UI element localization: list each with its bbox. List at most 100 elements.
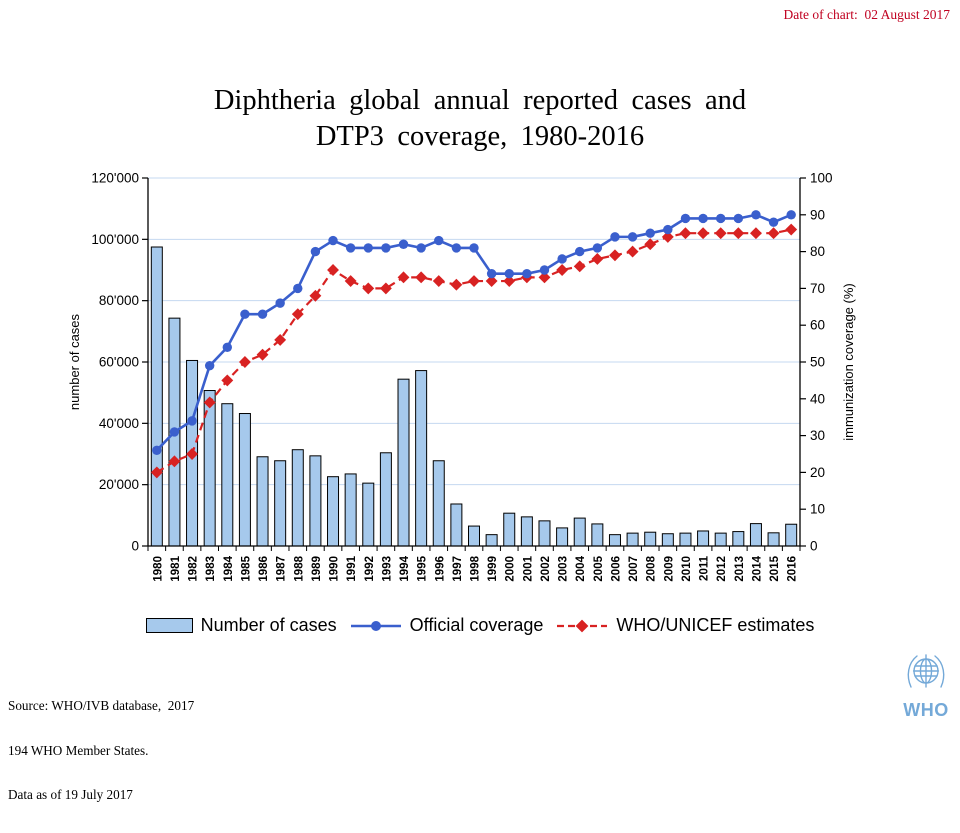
bar-1980 — [150, 246, 163, 547]
official-point-2014 — [751, 210, 761, 220]
bar-1999 — [485, 534, 498, 547]
x-axis-label-1998: 1998 — [470, 555, 482, 581]
bar-2014 — [749, 523, 762, 547]
bar-1985 — [238, 413, 251, 547]
official-point-1999 — [486, 268, 497, 279]
bar-2006 — [608, 534, 621, 547]
estimates-point-2016 — [785, 223, 798, 236]
x-axis-label-2010: 2010 — [681, 556, 693, 582]
bar-1997 — [450, 503, 463, 547]
source-line2: 194 WHO Member States. — [8, 742, 149, 758]
x-axis-label-2007: 2007 — [628, 556, 640, 582]
estimates-point-1985 — [238, 356, 251, 368]
official-point-1983 — [204, 360, 215, 371]
bar-1988 — [291, 449, 304, 547]
x-axis-label-1980: 1980 — [152, 556, 164, 582]
x-axis-label-1985: 1985 — [240, 555, 252, 581]
x-axis-label-2013: 2013 — [734, 556, 746, 582]
estimates-point-2012 — [714, 227, 727, 240]
legend-item-official: Official coverage — [350, 615, 543, 636]
estimates-line — [156, 228, 792, 474]
official-point-1984 — [222, 342, 232, 352]
estimates-point-2004 — [573, 260, 586, 273]
who-logo: WHO — [897, 652, 955, 720]
estimates-point-2014 — [750, 227, 762, 240]
estimates-point-1999 — [485, 275, 498, 287]
official-point-1994 — [398, 239, 409, 249]
source-note: Source: WHO/IVB database, 2017 194 WHO M… — [8, 669, 194, 833]
bar-2005 — [591, 523, 604, 547]
y-axis-left-title: number of cases — [67, 313, 82, 410]
estimates-point-1993 — [379, 282, 392, 295]
official-point-1985 — [240, 309, 250, 319]
y-axis-right-tick-label-5: 50 — [810, 355, 825, 370]
x-axis-label-2001: 2001 — [522, 555, 534, 581]
x-axis-label-2006: 2006 — [610, 556, 622, 582]
official-point-1986 — [257, 309, 268, 319]
legend-item-estimates: WHO/UNICEF estimates — [556, 615, 814, 636]
estimates-point-2013 — [732, 227, 745, 240]
y-axis-left-tick-label-6: 120'000 — [91, 171, 139, 186]
estimates-point-1994 — [397, 271, 410, 284]
official-point-2009 — [663, 224, 673, 235]
estimates-point-1992 — [362, 282, 375, 295]
y-axis-right-title: immunization coverage (%) — [841, 283, 856, 441]
x-axis-label-1988: 1988 — [293, 555, 305, 581]
estimates-point-1995 — [415, 271, 428, 284]
y-axis-left-tick-label-5: 100'000 — [91, 232, 139, 247]
date-of-chart-label: Date of chart: 02 August 2017 — [783, 7, 950, 22]
bar-2001 — [520, 516, 533, 547]
x-axis-label-2009: 2009 — [663, 556, 675, 582]
bar-1989 — [309, 455, 322, 547]
official-point-2011 — [698, 213, 708, 224]
estimates-point-1997 — [450, 278, 463, 291]
y-axis-left-tick-label-0: 0 — [131, 539, 139, 554]
who-logo-text: WHO — [903, 699, 949, 720]
x-axis-label-1989: 1989 — [311, 556, 323, 582]
y-axis-right-tick-label-0: 0 — [810, 539, 818, 554]
bar-1992 — [362, 482, 375, 547]
bar-2013 — [732, 531, 745, 547]
bar-1996 — [432, 460, 445, 547]
x-axis-label-2011: 2011 — [699, 555, 711, 581]
x-axis-label-1986: 1986 — [258, 556, 270, 582]
source-line3: Data as of 19 July 2017 — [8, 787, 133, 803]
chart-title: Diphtheria global annual reported cases … — [0, 83, 960, 156]
x-axis-label-1999: 1999 — [487, 556, 499, 582]
legend-line-diamond-icon — [557, 619, 608, 632]
official-point-1992 — [363, 243, 373, 253]
x-axis-label-2015: 2015 — [769, 555, 781, 581]
bar-2000 — [503, 512, 516, 547]
y-axis-right-tick-label-9: 90 — [810, 207, 825, 222]
y-axis-right-tick-label-3: 30 — [810, 428, 825, 443]
official-point-1991 — [345, 243, 356, 253]
bar-2003 — [556, 527, 569, 547]
official-point-1996 — [434, 235, 444, 246]
x-axis-label-2014: 2014 — [751, 555, 763, 581]
x-axis-label-2003: 2003 — [558, 556, 570, 582]
bar-2008 — [644, 531, 657, 547]
x-axis-label-1983: 1983 — [205, 556, 217, 582]
bar-2009 — [661, 533, 674, 547]
estimates-point-1990 — [327, 264, 339, 276]
bar-2007 — [626, 532, 639, 547]
x-axis-label-1995: 1995 — [417, 555, 429, 581]
official-point-2001 — [522, 268, 532, 279]
bar-1990 — [327, 476, 340, 547]
x-axis-label-2004: 2004 — [575, 555, 587, 581]
official-point-1995 — [416, 243, 426, 253]
x-axis-label-2016: 2016 — [787, 556, 799, 582]
y-axis-left-tick-label-3: 60'000 — [99, 355, 139, 370]
legend-line-circle-icon — [350, 620, 401, 631]
bar-1993 — [379, 452, 392, 547]
official-point-1993 — [381, 243, 391, 253]
bar-2004 — [573, 517, 586, 547]
x-axis-label-1990: 1990 — [329, 556, 341, 582]
y-axis-right-tick-label-8: 80 — [810, 244, 825, 259]
official-point-1989 — [310, 246, 321, 257]
estimates-point-2000 — [503, 275, 516, 287]
x-axis-label-2002: 2002 — [540, 556, 552, 582]
legend-item-cases: Number of cases — [145, 615, 337, 636]
legend: Number of cases Official coverage WHO/UN… — [0, 615, 960, 636]
y-axis-left-tick-label-4: 80'000 — [99, 293, 139, 308]
